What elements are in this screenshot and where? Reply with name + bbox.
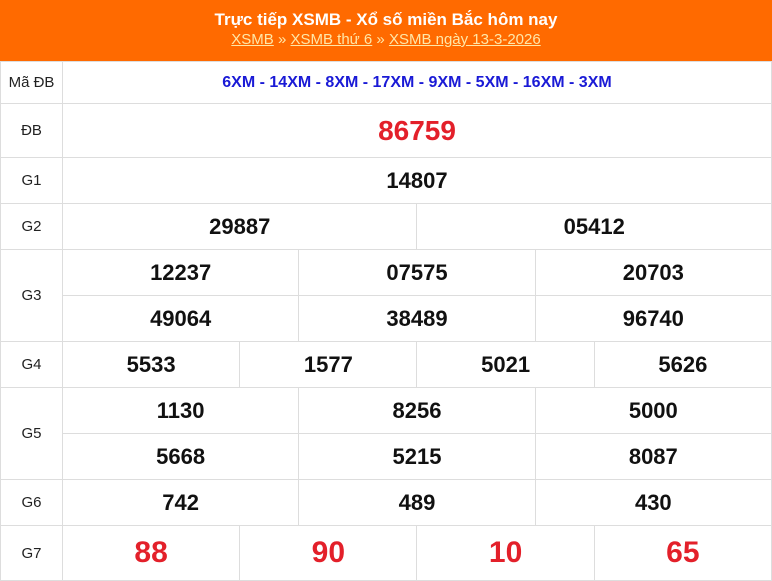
breadcrumb-separator: » [376, 31, 385, 48]
prize-number: 5668 [61, 433, 300, 480]
prize-label: G1 [0, 157, 63, 204]
prize-number: 489 [298, 479, 536, 526]
prize-label: G7 [0, 525, 63, 581]
prize-number: 29887 [61, 203, 418, 250]
breadcrumb-xsmb-thu-6[interactable]: XSMB thứ 6 [290, 31, 373, 48]
prize-label: G3 [0, 249, 63, 342]
breadcrumb: XSMB » XSMB thứ 6 » XSMB ngày 13-3-2026 [0, 30, 772, 50]
special-prize-number: 86759 [62, 103, 772, 158]
results-header: Trực tiếp XSMB - Xổ số miền Bắc hôm nay … [0, 0, 772, 61]
prize-number: 430 [534, 479, 772, 526]
prize-label: G2 [0, 203, 63, 250]
prize-number: 96740 [534, 295, 772, 342]
prize-number: 90 [239, 525, 418, 581]
prize-number: 12237 [61, 249, 300, 296]
row-g3: G3 12237 07575 20703 [0, 249, 772, 342]
prize-number: 38489 [298, 295, 536, 342]
row-g2: G2 29887 05412 [0, 203, 772, 250]
results-table: Mã ĐB 6XM - 14XM - 8XM - 17XM - 9XM - 5X… [0, 61, 772, 581]
row-g7: G7 88 90 10 65 [0, 525, 772, 581]
prize-number: 10 [416, 525, 595, 581]
prize-label: ĐB [0, 103, 63, 158]
prize-number: 5000 [534, 387, 772, 434]
prize-number: 5626 [593, 341, 772, 388]
prize-label: Mã ĐB [0, 61, 63, 104]
breadcrumb-xsmb-date[interactable]: XSMB ngày 13-3-2026 [388, 31, 541, 48]
prize-number: 07575 [298, 249, 536, 296]
prize-number: 5021 [416, 341, 595, 388]
prize-label: G4 [0, 341, 63, 388]
row-g6: G6 742 489 430 [0, 479, 772, 526]
prize-number: 88 [61, 525, 241, 581]
breadcrumb-xsmb[interactable]: XSMB [231, 31, 274, 48]
prize-number: 14807 [62, 157, 772, 204]
row-g3: 49064 38489 96740 [1, 295, 772, 342]
prize-number: 8087 [534, 433, 772, 480]
row-g1: G1 14807 [0, 157, 772, 204]
prize-label: G6 [0, 479, 63, 526]
row-ma-db: Mã ĐB 6XM - 14XM - 8XM - 17XM - 9XM - 5X… [0, 61, 772, 104]
prize-number: 5215 [298, 433, 536, 480]
breadcrumb-separator: » [277, 31, 287, 48]
row-db: ĐB 86759 [0, 103, 772, 158]
page-title: Trực tiếp XSMB - Xổ số miền Bắc hôm nay [214, 10, 558, 29]
prize-number: 1130 [61, 387, 300, 434]
prize-label: G5 [0, 387, 63, 480]
prize-number: 8256 [298, 387, 536, 434]
prize-number: 49064 [61, 295, 300, 342]
special-codes: 6XM - 14XM - 8XM - 17XM - 9XM - 5XM - 16… [62, 61, 772, 104]
prize-number: 05412 [416, 203, 772, 250]
row-g5: 5668 5215 8087 [1, 433, 772, 480]
row-g5: G5 1130 8256 5000 [0, 387, 772, 480]
row-g4: G4 5533 1577 5021 5626 [0, 341, 772, 388]
prize-number: 20703 [534, 249, 772, 296]
prize-number: 742 [61, 479, 300, 526]
prize-number: 1577 [239, 341, 418, 388]
prize-number: 65 [593, 525, 772, 581]
prize-number: 5533 [61, 341, 241, 388]
